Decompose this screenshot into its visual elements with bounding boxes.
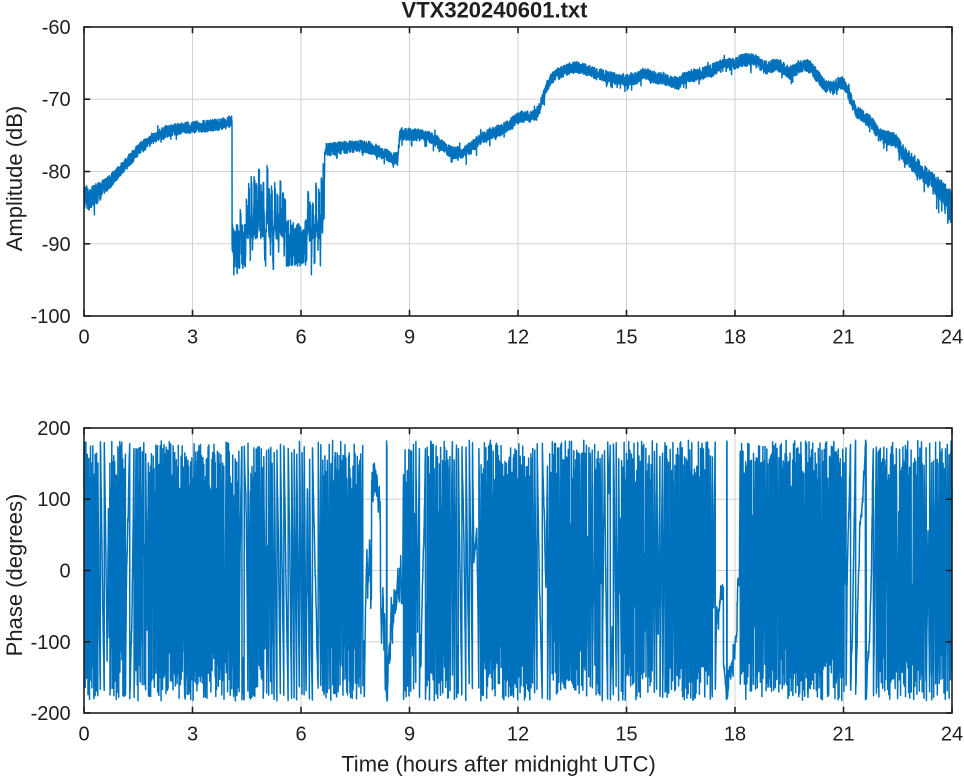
svg-text:0: 0 [78,724,89,746]
svg-text:0: 0 [78,327,89,349]
svg-text:3: 3 [187,327,198,349]
svg-text:9: 9 [404,724,415,746]
svg-text:21: 21 [832,327,854,349]
svg-text:100: 100 [37,489,70,511]
svg-text:12: 12 [507,327,529,349]
svg-text:3: 3 [187,724,198,746]
svg-text:VTX320240601.txt: VTX320240601.txt [402,0,589,23]
svg-text:18: 18 [724,327,746,349]
svg-text:-90: -90 [42,234,71,256]
svg-text:Amplitude (dB): Amplitude (dB) [2,106,27,252]
svg-text:Time (hours after midnight UTC: Time (hours after midnight UTC) [341,752,656,777]
svg-text:15: 15 [615,327,637,349]
svg-text:6: 6 [295,327,306,349]
svg-text:-70: -70 [42,89,71,111]
svg-text:-80: -80 [42,162,71,184]
svg-text:0: 0 [59,561,70,583]
svg-text:-200: -200 [31,703,71,725]
svg-text:15: 15 [615,724,637,746]
svg-text:Phase (degrees): Phase (degrees) [2,494,27,657]
svg-text:-100: -100 [31,632,71,654]
svg-text:9: 9 [404,327,415,349]
svg-text:18: 18 [724,724,746,746]
svg-text:6: 6 [295,724,306,746]
svg-text:12: 12 [507,724,529,746]
svg-text:-100: -100 [31,306,71,328]
svg-text:24: 24 [941,327,963,349]
svg-text:24: 24 [941,724,963,746]
svg-text:21: 21 [832,724,854,746]
svg-text:-60: -60 [42,17,71,39]
svg-text:200: 200 [37,418,70,440]
